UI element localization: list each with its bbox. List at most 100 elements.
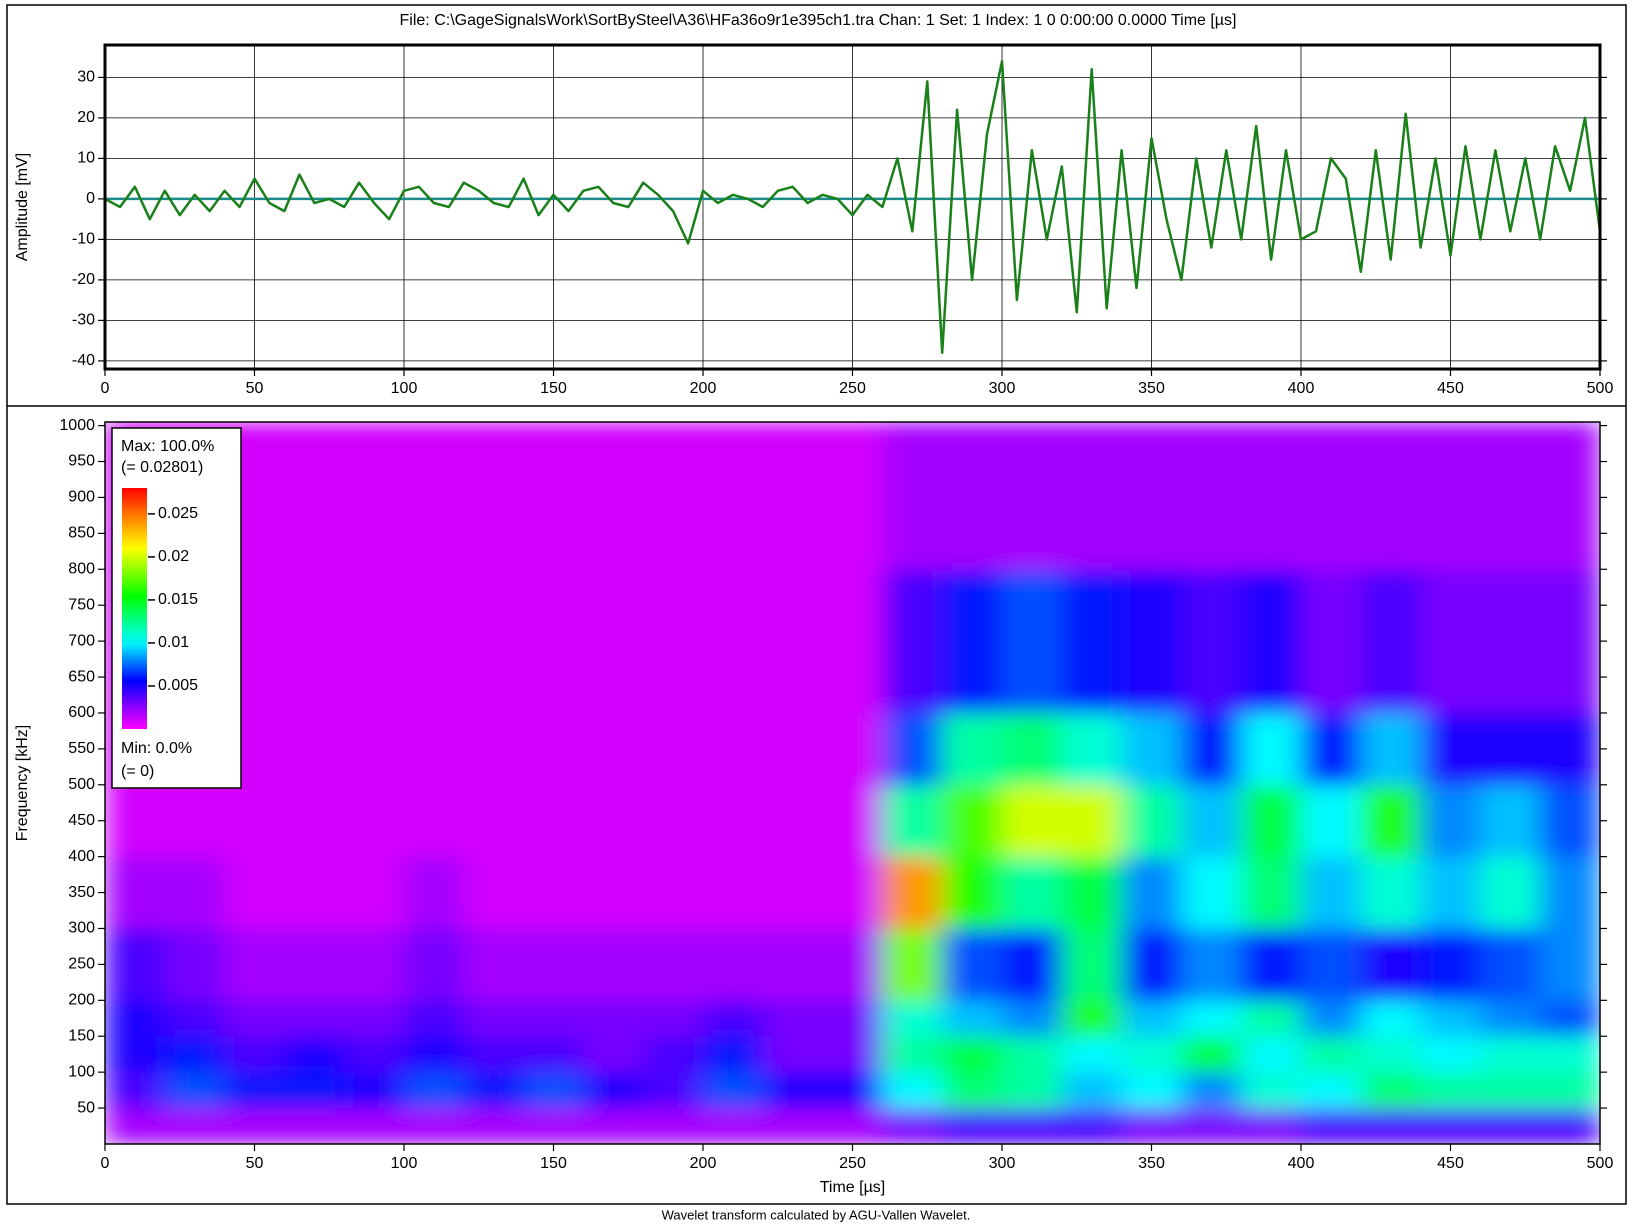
- heatmap-cell: [164, 928, 226, 1001]
- heatmap-cell: [1061, 569, 1123, 714]
- heatmap-cell: [1121, 784, 1182, 858]
- heatmap-cell: [1121, 928, 1182, 1001]
- heatmap-cell: [463, 1000, 525, 1037]
- heatmap-cell: [164, 856, 226, 929]
- heatmap-cell: [882, 712, 943, 786]
- heatmap-cell: [1181, 1072, 1242, 1109]
- heatmap-cell: [1480, 856, 1541, 929]
- heatmap-cell: [762, 784, 824, 858]
- colorbar-tick-label: 0.01: [158, 634, 189, 651]
- heatmap-cell: [224, 1108, 285, 1145]
- heatmap-cell: [404, 1000, 465, 1037]
- heatmap-cell: [1181, 712, 1242, 786]
- heatmap-cell: [523, 1072, 584, 1109]
- heatmap-cell: [1121, 856, 1182, 929]
- y-tick-label: 950: [68, 453, 95, 470]
- heatmap-cell: [463, 784, 525, 858]
- heatmap-cell: [344, 1000, 405, 1037]
- heatmap-cell: [643, 928, 704, 1001]
- heatmap-cell: [1480, 1000, 1541, 1037]
- heatmap-cell: [164, 1108, 226, 1145]
- heatmap-cell: [1002, 1036, 1063, 1073]
- heatmap-cell: [762, 1108, 824, 1145]
- x-tick-label: 400: [1288, 1155, 1315, 1172]
- y-axis-label: Frequency [kHz]: [14, 725, 31, 841]
- heatmap-cell: [1480, 928, 1541, 1001]
- heatmap-cell: [224, 1072, 285, 1109]
- x-axis-label: Time [µs]: [820, 1179, 886, 1196]
- heatmap-cell: [762, 928, 824, 1001]
- heatmap-cell: [404, 569, 465, 714]
- x-tick-label: 0: [101, 1155, 110, 1172]
- x-tick-label: 450: [1437, 380, 1464, 397]
- heatmap-cell: [703, 712, 764, 786]
- x-tick-label: 250: [839, 1155, 866, 1172]
- heatmap-cell: [284, 1108, 345, 1145]
- heatmap-cell: [1002, 1072, 1063, 1109]
- x-tick-label: 450: [1437, 1155, 1464, 1172]
- heatmap-cell: [224, 784, 285, 858]
- heatmap-cell: [882, 1072, 943, 1109]
- heatmap-cell: [1181, 856, 1242, 929]
- y-tick-label: 750: [68, 596, 95, 613]
- heatmap-cell: [703, 928, 764, 1001]
- heatmap-cell: [1360, 1036, 1422, 1073]
- heatmap-cell: [1181, 422, 1242, 570]
- heatmap-cell: [762, 712, 824, 786]
- heatmap-cell: [583, 784, 644, 858]
- heatmap-cell: [1002, 422, 1063, 570]
- heatmap-cell: [1540, 1108, 1601, 1145]
- heatmap-cell: [344, 1072, 405, 1109]
- heatmap-cell: [1480, 1072, 1541, 1109]
- heatmap-cell: [822, 422, 883, 570]
- y-tick-label: 650: [68, 668, 95, 685]
- heatmap-cell: [1480, 569, 1541, 714]
- heatmap-cell: [164, 1000, 226, 1037]
- y-tick-label: 10: [77, 150, 95, 167]
- heatmap-cell: [1241, 856, 1302, 929]
- y-tick-label: 450: [68, 812, 95, 829]
- heatmap-cell: [344, 856, 405, 929]
- colorbar-tick-label: 0.015: [158, 591, 198, 608]
- heatmap-cell: [583, 928, 644, 1001]
- heatmap-cell: [224, 928, 285, 1001]
- heatmap-cell: [583, 856, 644, 929]
- heatmap-cell: [1002, 712, 1063, 786]
- heatmap-cell: [404, 784, 465, 858]
- y-axis-label: Amplitude [mV]: [14, 153, 31, 261]
- heatmap-cell: [762, 1036, 824, 1073]
- heatmap-cell: [822, 784, 883, 858]
- heatmap-cell: [583, 569, 644, 714]
- heatmap-cell: [1061, 1000, 1123, 1037]
- heatmap-cell: [1540, 856, 1601, 929]
- heatmap-cell: [882, 569, 943, 714]
- heatmap-cell: [1420, 569, 1481, 714]
- y-tick-label: 350: [68, 884, 95, 901]
- heatmap-cell: [284, 1036, 345, 1073]
- heatmap-cell: [1420, 1000, 1481, 1037]
- heatmap-cell: [1540, 569, 1601, 714]
- heatmap-cell: [284, 928, 345, 1001]
- heatmap-cell: [1540, 1072, 1601, 1109]
- heatmap-cell: [105, 1000, 166, 1037]
- x-tick-label: 150: [540, 1155, 567, 1172]
- heatmap-cell: [284, 856, 345, 929]
- x-tick-label: 200: [690, 1155, 717, 1172]
- heatmap-cell: [523, 784, 584, 858]
- heatmap-cell: [1360, 928, 1422, 1001]
- heatmap-cell: [1181, 928, 1242, 1001]
- heatmap-cell: [643, 784, 704, 858]
- y-tick-label: 700: [68, 632, 95, 649]
- heatmap-cell: [762, 1000, 824, 1037]
- x-tick-label: 300: [989, 1155, 1016, 1172]
- heatmap-cell: [1301, 422, 1362, 570]
- heatmap-cell: [1420, 712, 1481, 786]
- x-tick-label: 100: [391, 1155, 418, 1172]
- legend-max-label: Max: 100.0%: [121, 438, 214, 455]
- heatmap-cell: [404, 1036, 465, 1073]
- heatmap-cell: [404, 1108, 465, 1145]
- plot-frame: [103, 43, 1602, 371]
- heatmap-cell: [882, 1036, 943, 1073]
- heatmap-cell: [1480, 422, 1541, 570]
